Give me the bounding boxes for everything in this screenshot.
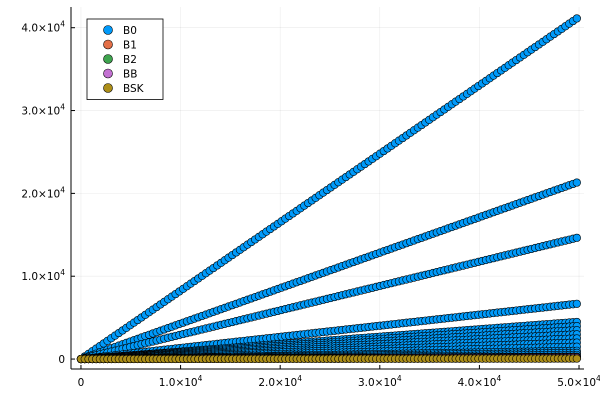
series-bsk bbox=[76, 354, 581, 364]
legend-label: B1 bbox=[123, 40, 137, 52]
data-point bbox=[572, 178, 581, 187]
x-axis-ticks: 0 1.0×104 2.0×104 3.0×104 4.0×104 5.0×104 bbox=[78, 365, 600, 389]
data-point bbox=[572, 354, 581, 363]
data-point bbox=[572, 299, 581, 308]
x-tick-label: 2.0×104 bbox=[258, 374, 302, 389]
legend-marker bbox=[103, 83, 113, 93]
legend-label: BSK bbox=[123, 83, 145, 95]
y-tick-label: 2.0×104 bbox=[21, 185, 65, 200]
plot-frame bbox=[70, 7, 584, 370]
data-point bbox=[572, 14, 581, 23]
legend-marker bbox=[103, 39, 113, 50]
legend-marker bbox=[103, 68, 113, 79]
y-axis-ticks: 0 1.0×104 2.0×104 3.0×104 4.0×104 bbox=[21, 20, 75, 366]
legend-box bbox=[86, 18, 164, 100]
legend-label: BB bbox=[123, 69, 137, 81]
legend-label: B2 bbox=[123, 54, 137, 66]
legend-label: B0 bbox=[123, 25, 137, 37]
x-tick-label: 4.0×104 bbox=[458, 374, 502, 389]
data-point bbox=[572, 233, 581, 242]
x-tick-label: 0 bbox=[78, 377, 85, 389]
legend-marker bbox=[103, 25, 113, 35]
y-tick-label: 0 bbox=[58, 354, 65, 366]
y-tick-label: 3.0×104 bbox=[21, 103, 65, 118]
legend-marker bbox=[103, 54, 113, 64]
data-points bbox=[76, 14, 581, 364]
x-tick-label: 1.0×104 bbox=[159, 374, 203, 389]
y-tick-label: 4.0×104 bbox=[21, 20, 65, 35]
y-tick-label: 1.0×104 bbox=[21, 268, 65, 283]
x-tick-label: 3.0×104 bbox=[358, 374, 402, 389]
legend: B0 B1 B2 BB BSK bbox=[86, 18, 164, 100]
x-tick-label: 5.0×104 bbox=[557, 374, 600, 389]
